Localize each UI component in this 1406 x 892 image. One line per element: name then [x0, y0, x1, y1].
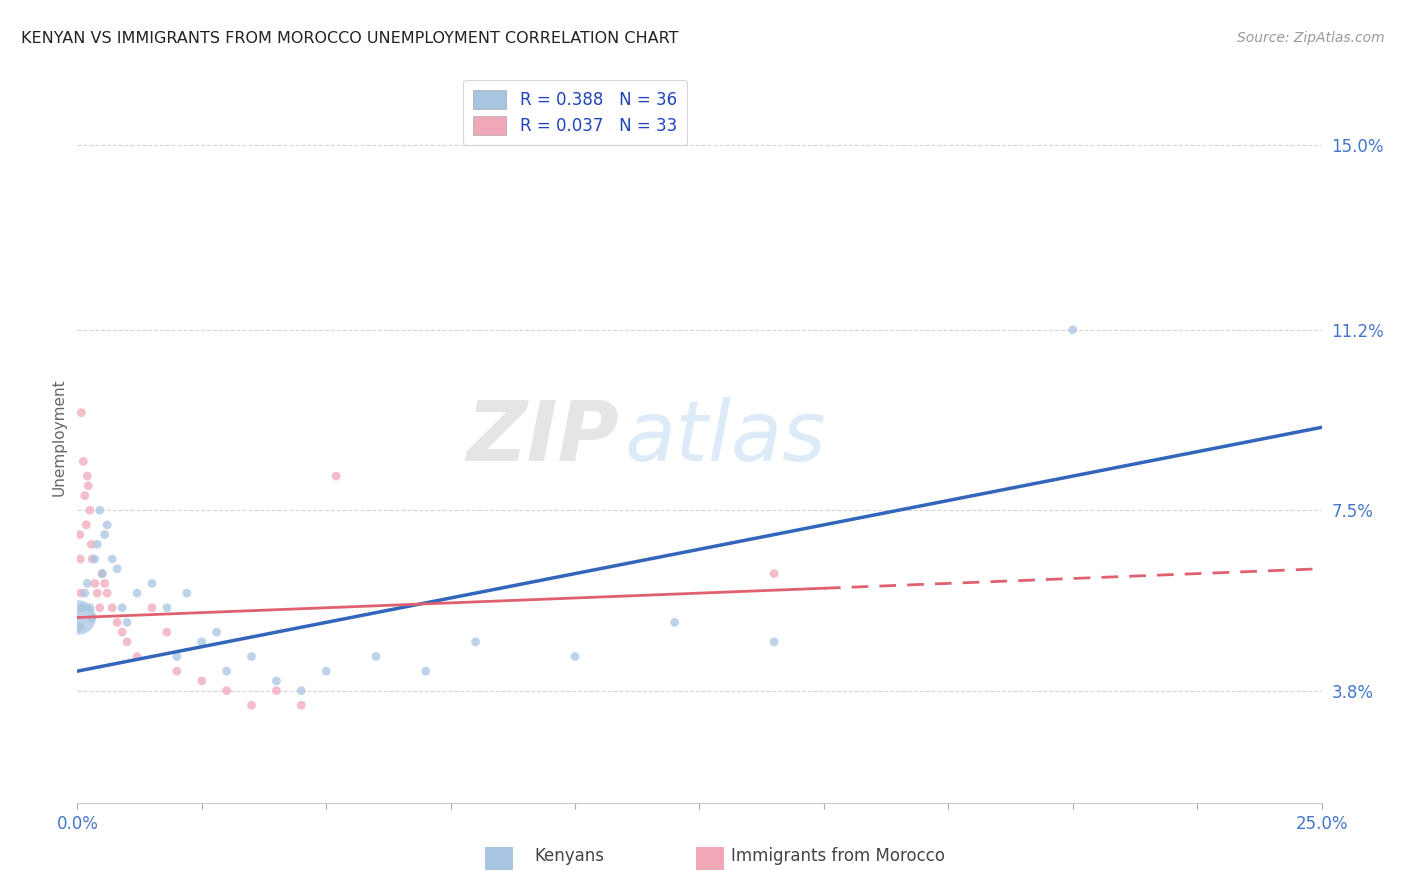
Point: [364, 649, 387, 664]
Point: [69, 586, 91, 600]
Point: [89, 600, 111, 615]
Point: [191, 635, 214, 649]
Point: [83, 552, 105, 566]
Point: [763, 566, 786, 581]
Point: [266, 683, 288, 698]
Point: [101, 552, 124, 566]
Y-axis label: Unemployment: Unemployment: [51, 378, 66, 496]
Point: [82, 552, 104, 566]
Point: [70, 406, 93, 420]
Point: [115, 615, 138, 630]
Point: [91, 566, 114, 581]
Point: [72, 600, 94, 615]
Point: [72, 454, 94, 468]
Point: [325, 469, 347, 483]
Point: [664, 615, 686, 630]
Point: [69, 527, 91, 541]
Point: [141, 600, 163, 615]
Point: [215, 664, 238, 678]
Point: [176, 586, 198, 600]
Text: KENYAN VS IMMIGRANTS FROM MOROCCO UNEMPLOYMENT CORRELATION CHART: KENYAN VS IMMIGRANTS FROM MOROCCO UNEMPL…: [21, 31, 679, 46]
Point: [125, 649, 148, 664]
Point: [79, 600, 101, 615]
Point: [96, 517, 118, 532]
Point: [73, 586, 96, 600]
Point: [266, 673, 288, 688]
Point: [101, 600, 124, 615]
Point: [205, 625, 228, 640]
Text: atlas: atlas: [624, 397, 827, 477]
Point: [76, 469, 98, 483]
Point: [141, 576, 163, 591]
Point: [93, 576, 115, 591]
Point: [290, 698, 312, 713]
Point: [564, 649, 586, 664]
Point: [91, 566, 114, 581]
Point: [75, 517, 97, 532]
Point: [125, 586, 148, 600]
Point: [93, 527, 115, 541]
Point: [763, 635, 786, 649]
Point: [111, 625, 134, 640]
Point: [69, 552, 91, 566]
Text: Immigrants from Morocco: Immigrants from Morocco: [731, 847, 945, 865]
Point: [89, 503, 111, 517]
Point: [77, 479, 100, 493]
Point: [86, 537, 108, 551]
Point: [215, 683, 238, 698]
Point: [290, 683, 312, 698]
Point: [315, 664, 337, 678]
Point: [67, 610, 90, 624]
Point: [464, 635, 486, 649]
Point: [191, 673, 214, 688]
Point: [73, 489, 96, 503]
Point: [86, 586, 108, 600]
Text: Source: ZipAtlas.com: Source: ZipAtlas.com: [1237, 31, 1385, 45]
Point: [240, 698, 263, 713]
Legend: R = 0.388   N = 36, R = 0.037   N = 33: R = 0.388 N = 36, R = 0.037 N = 33: [463, 79, 688, 145]
Point: [105, 562, 128, 576]
Text: ZIP: ZIP: [465, 397, 619, 477]
Point: [80, 537, 103, 551]
Text: Kenyans: Kenyans: [534, 847, 605, 865]
Point: [79, 503, 101, 517]
Point: [76, 576, 98, 591]
Point: [69, 620, 91, 634]
Point: [166, 649, 188, 664]
Point: [156, 600, 179, 615]
Point: [1062, 323, 1084, 337]
Point: [166, 664, 188, 678]
Point: [115, 635, 138, 649]
Point: [96, 586, 118, 600]
Point: [156, 625, 179, 640]
Point: [240, 649, 263, 664]
Point: [415, 664, 437, 678]
Point: [82, 610, 104, 624]
Point: [105, 615, 128, 630]
Point: [83, 576, 105, 591]
Point: [111, 600, 134, 615]
